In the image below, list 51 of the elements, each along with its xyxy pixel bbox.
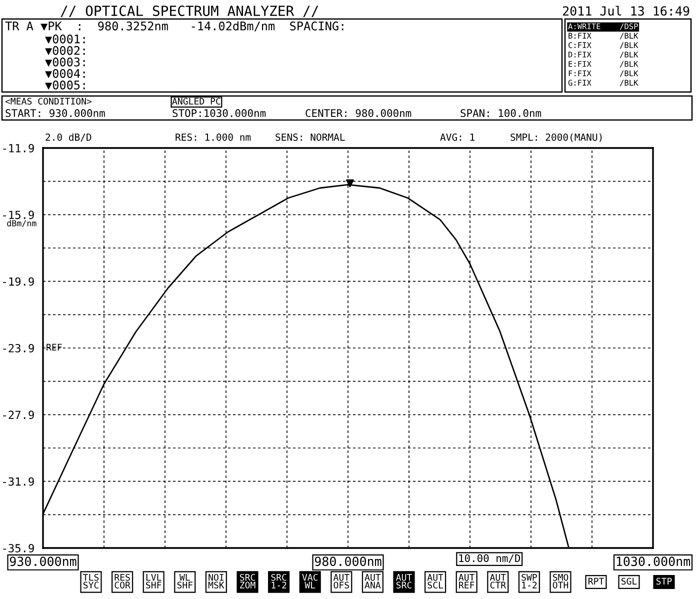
text: WL SHF — [177, 574, 193, 589]
text: ▼0004: — [45, 69, 85, 78]
text: VAC WL — [302, 574, 318, 588]
y-tick-label: -23.9 — [3, 344, 34, 352]
text: RES COR — [114, 574, 130, 589]
y-tick-label: -15.9 — [3, 210, 34, 220]
text: AUT REF — [458, 574, 475, 588]
text: STP — [656, 578, 672, 585]
text: SPAN: 100.0nm — [460, 109, 542, 118]
text: ▼0005: — [45, 80, 85, 90]
text: 2011 Jul 13 16:49 — [562, 6, 690, 16]
text: NOI MSK — [208, 574, 224, 589]
text: ANGLED PC — [172, 98, 220, 105]
text: AUT CTR — [490, 574, 506, 589]
y-tick-label: -31.9 — [3, 477, 34, 486]
text: SWP 1-2 — [522, 574, 537, 588]
text: SRC ZOM — [240, 574, 256, 589]
text: 2.0 dB/D — [46, 133, 92, 142]
text: SGL — [621, 578, 637, 585]
text: START: 930.000nm — [6, 109, 105, 118]
text: SRC 1-2 — [271, 574, 286, 588]
text: SMPL: 2000(MANU) — [510, 133, 602, 142]
text: TR A ▼PK : 980.3252nm -14.02dBm/nm SPACING: — [5, 21, 344, 32]
x-axis-title: 10.00 nm/D — [459, 554, 520, 563]
text: SENS: NORMAL — [276, 133, 345, 141]
text: ▼0001: — [45, 34, 85, 44]
text: <MEAS CONDITION> — [5, 98, 92, 105]
text: AUT OFS — [333, 574, 350, 589]
y-axis-title: dBm/nm — [7, 220, 36, 228]
text: LVL SHF — [146, 574, 162, 589]
text: ▼0003: — [45, 58, 85, 67]
text: AVG: 1 — [440, 133, 474, 141]
x-tick-label: 930.000nm — [10, 556, 76, 566]
text: RPT — [588, 578, 604, 585]
y-tick-label: -19.9 — [3, 277, 34, 286]
y-tick-label: -35.9 — [3, 544, 34, 552]
text: SMO OTH — [552, 574, 568, 589]
y-tick-label: -27.9 — [3, 410, 34, 420]
text: AUT ANA — [364, 574, 381, 588]
text: TLS SYC — [83, 574, 99, 589]
text: AUT SCL — [427, 574, 444, 589]
x-tick-label: 1030.000nm — [616, 556, 690, 566]
chart-title: // OPTICAL SPECTRUM ANALYZER // — [60, 6, 318, 18]
text: CENTER: 980.000nm — [306, 109, 412, 118]
y-tick-label: -11.9 — [3, 144, 34, 152]
annotation: REF — [46, 344, 62, 351]
text: RES: 1.000 nm — [176, 133, 251, 141]
text: STOP:1030.000nm — [172, 109, 266, 118]
text: ▼0002: — [45, 46, 85, 56]
text: AUT SRC — [396, 574, 412, 589]
x-tick-label: 980.000nm — [314, 556, 382, 566]
